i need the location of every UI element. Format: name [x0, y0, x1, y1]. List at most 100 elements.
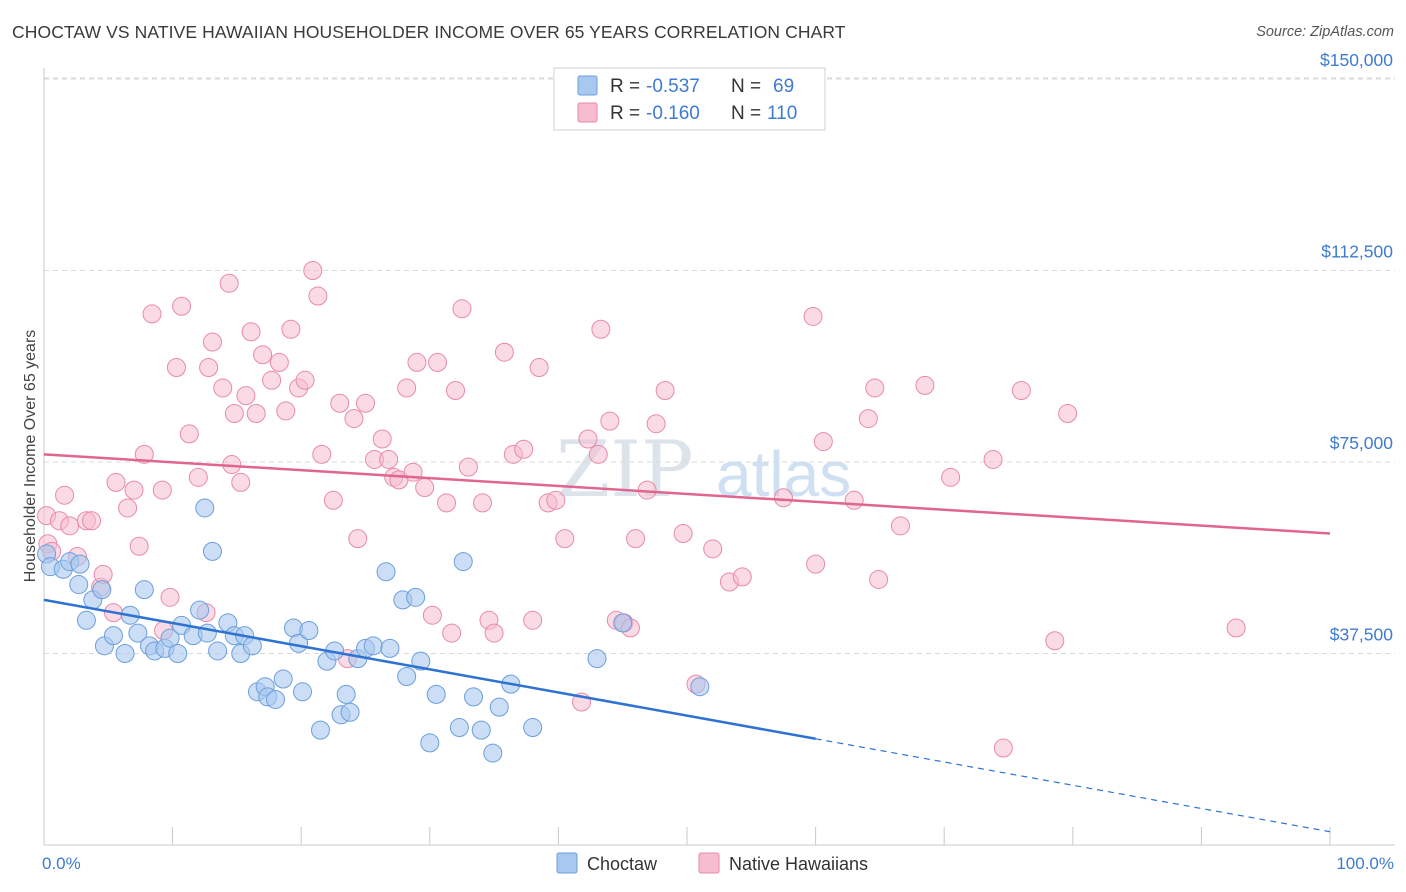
hawaiian-point — [1058, 403, 1078, 423]
hawaiian-point — [473, 493, 493, 513]
choctaw-point — [690, 677, 710, 697]
chart-title: CHOCTAW VS NATIVE HAWAIIAN HOUSEHOLDER I… — [12, 22, 846, 42]
y-tick-label: $150,000 — [1320, 50, 1393, 70]
hawaiian-point — [773, 488, 793, 508]
choctaw-point — [340, 702, 360, 722]
choctaw-point — [197, 623, 217, 643]
source-label: Source: ZipAtlas.com — [1256, 24, 1394, 40]
hawaiian-point — [262, 370, 282, 390]
choctaw-point — [380, 638, 400, 658]
legend-box — [553, 67, 826, 131]
choctaw-point — [292, 682, 312, 702]
series-legend-swatch-choctaw — [556, 852, 578, 874]
hawaiian-point — [213, 378, 233, 398]
hawaiian-point — [372, 429, 392, 449]
hawaiian-point — [134, 444, 154, 464]
hawaiian-point — [82, 511, 102, 531]
hawaiian-point — [106, 472, 126, 492]
choctaw-point — [208, 641, 228, 661]
hawaiian-point — [514, 439, 534, 459]
hawaiian-point — [890, 516, 910, 536]
choctaw-points — [37, 498, 710, 763]
hawaiian-point — [993, 738, 1013, 758]
hawaiian-point — [578, 429, 598, 449]
hawaiian-point — [803, 306, 823, 326]
hawaiian-point — [437, 493, 457, 513]
hawaiian-point — [60, 516, 80, 536]
hawaiian-point — [308, 286, 328, 306]
hawaiian-point — [199, 358, 219, 378]
legend-swatch-hawaiian — [577, 102, 598, 123]
hawaiian-point — [118, 498, 138, 518]
hawaiian-point — [397, 378, 417, 398]
hawaiian-point — [236, 386, 256, 406]
hawaiian-point — [202, 332, 222, 352]
legend-n-value-hawaiian: 110 — [767, 103, 797, 124]
hawaiian-point — [231, 472, 251, 492]
choctaw-point — [449, 718, 469, 738]
legend-n-value-choctaw: 69 — [773, 76, 794, 97]
hawaiian-point — [626, 529, 646, 549]
hawaiian-point — [915, 375, 935, 395]
hawaiian-point — [941, 467, 961, 487]
hawaiian-point — [303, 261, 323, 280]
hawaiian-point — [152, 480, 172, 500]
hawaiian-point — [869, 569, 889, 589]
y-tick-label: $37,500 — [1330, 625, 1394, 645]
choctaw-point — [471, 720, 491, 740]
hawaiian-point — [142, 304, 162, 324]
hawaiian-point — [124, 480, 144, 500]
choctaw-trend-line — [43, 598, 816, 741]
hawaiian-point — [484, 623, 504, 643]
native-hawaiians-points — [37, 261, 1246, 758]
hawaiian-point — [269, 352, 289, 372]
y-axis-title: Householder Income Over 65 years — [22, 330, 39, 583]
hawaiian-point — [241, 322, 261, 342]
hawaiian-point — [452, 299, 472, 319]
gridlines — [44, 77, 1395, 654]
choctaw-point — [523, 718, 543, 738]
hawaiian-point — [179, 424, 199, 444]
legend-n-label-hawaiian: N = — [731, 103, 761, 124]
hawaiian-point — [330, 393, 350, 413]
choctaw-point — [453, 552, 473, 572]
legend-r-value-choctaw: -0.537 — [646, 76, 700, 97]
hawaiian-point — [422, 605, 442, 625]
hawaiian-point — [1045, 631, 1065, 651]
hawaiian-point — [160, 587, 180, 607]
choctaw-point — [406, 587, 426, 607]
choctaw-point — [426, 684, 446, 704]
correlation-legend: R = -0.537 N = 69 R = -0.160 N = 110 — [553, 67, 826, 131]
choctaw-point — [310, 720, 330, 740]
series-legend-label-hawaiian: Native Hawaiians — [729, 854, 868, 874]
y-tick-labels: $37,500 $75,000 $112,500 $150,000 — [1320, 50, 1393, 645]
hawaiian-point — [224, 403, 244, 423]
choctaw-point — [397, 666, 417, 686]
hawaiian-point — [356, 393, 375, 413]
hawaiian-point — [428, 352, 448, 372]
choctaw-point — [299, 621, 319, 641]
hawaiian-point — [348, 529, 368, 549]
choctaw-point — [195, 498, 215, 518]
choctaw-point — [376, 562, 396, 582]
hawaiian-point — [858, 409, 878, 429]
hawaiian-point — [591, 319, 611, 339]
watermark-zip: ZIP — [556, 425, 694, 515]
hawaiian-point — [983, 449, 1003, 469]
hawaiian-point — [732, 567, 752, 587]
hawaiian-point — [129, 536, 149, 556]
y-tick-label: $112,500 — [1321, 242, 1393, 262]
hawaiian-point — [55, 485, 75, 505]
hawaiian-point — [219, 273, 239, 293]
watermark: ZIP atlas — [556, 425, 851, 515]
hawaiian-point — [253, 345, 273, 365]
choctaw-point — [70, 554, 90, 574]
choctaw-point — [190, 600, 210, 620]
hawaiian-point — [555, 529, 575, 549]
legend-r-label-choctaw: R = — [610, 76, 640, 97]
hawaiian-point — [806, 554, 826, 574]
series-legend-label-choctaw: Choctaw — [587, 854, 658, 874]
hawaiian-point — [600, 411, 620, 431]
hawaiian-point — [494, 342, 514, 362]
choctaw-point — [265, 689, 285, 709]
